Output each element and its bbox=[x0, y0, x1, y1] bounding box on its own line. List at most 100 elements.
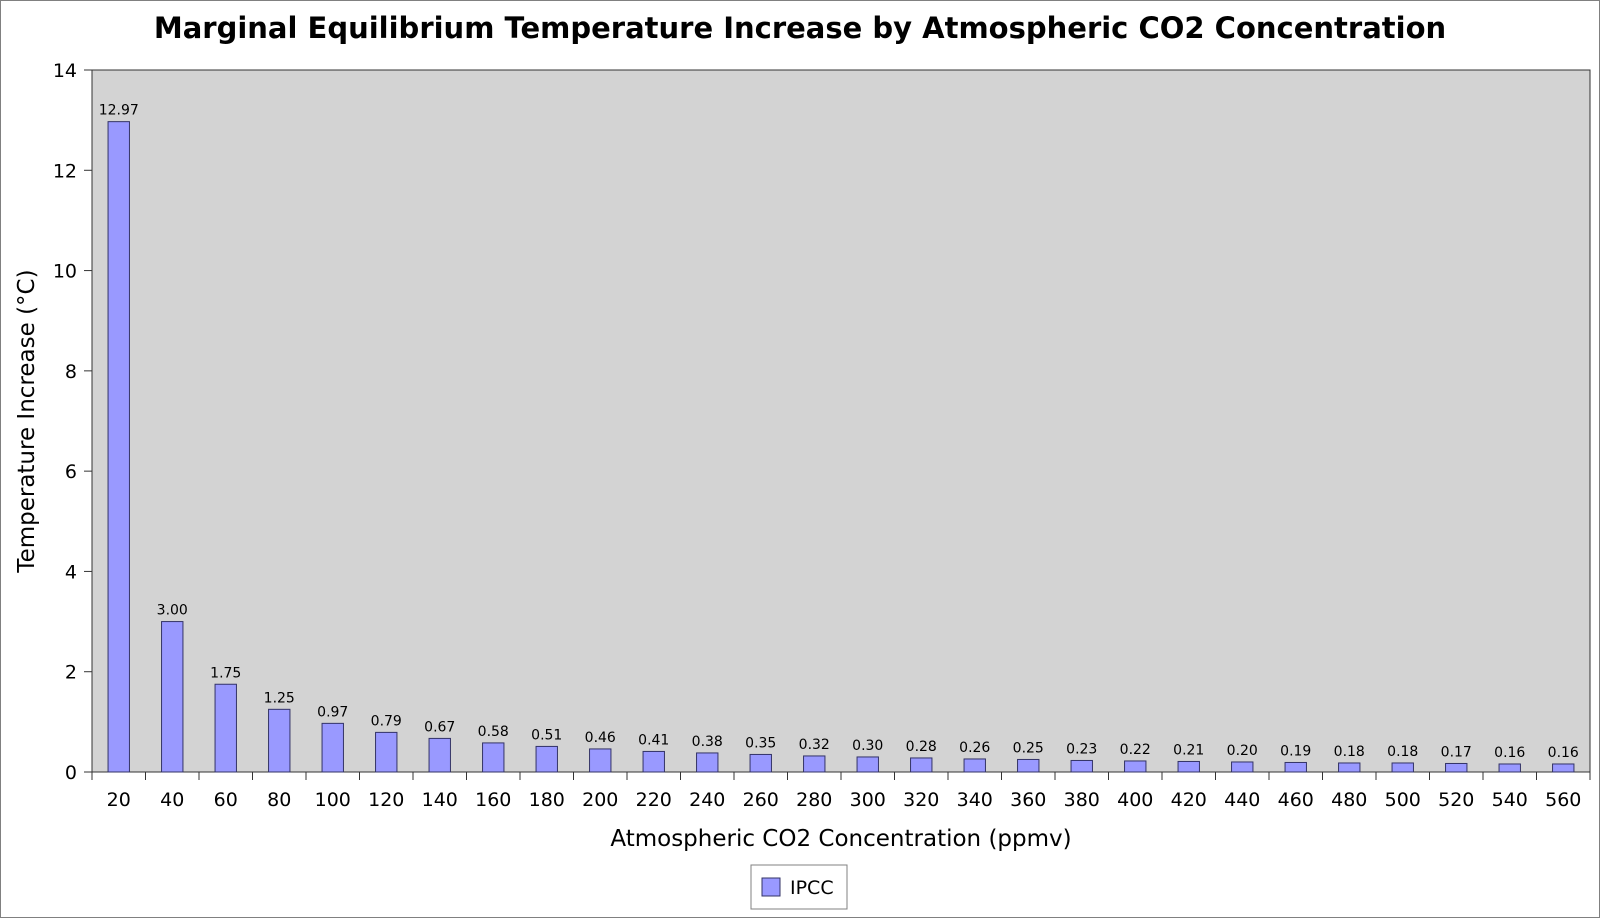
legend: IPCC bbox=[750, 864, 848, 910]
x-tick-label: 220 bbox=[636, 789, 672, 811]
x-tick-label: 440 bbox=[1224, 789, 1260, 811]
x-tick-label: 360 bbox=[1010, 789, 1046, 811]
bar bbox=[696, 752, 719, 773]
chart-title: Marginal Equilibrium Temperature Increas… bbox=[154, 11, 1446, 45]
y-tick-label: 10 bbox=[53, 261, 77, 283]
legend-label-ipcc: IPCC bbox=[790, 877, 834, 899]
bar bbox=[749, 753, 772, 773]
bar bbox=[1017, 758, 1040, 773]
x-tick-label: 200 bbox=[582, 789, 618, 811]
bar bbox=[1391, 762, 1414, 773]
x-axis: 20 40 60 80 100 120 140 160 180 200 220 240 260 280 30… bbox=[91, 771, 1591, 811]
bar bbox=[1338, 762, 1361, 773]
x-tick-label: 160 bbox=[475, 789, 511, 811]
x-tick-label: 40 bbox=[160, 789, 184, 811]
x-tick-label: 60 bbox=[214, 789, 238, 811]
bar bbox=[1498, 763, 1521, 773]
data-label: 0.32 bbox=[799, 737, 830, 753]
data-label: 0.35 bbox=[745, 735, 776, 751]
data-label: 0.26 bbox=[959, 740, 990, 756]
x-tick-label: 20 bbox=[107, 789, 131, 811]
data-label: 0.16 bbox=[1494, 745, 1525, 761]
bar bbox=[268, 708, 291, 773]
bar bbox=[375, 731, 398, 773]
x-tick-label: 420 bbox=[1171, 789, 1207, 811]
plot-area bbox=[91, 69, 1591, 773]
x-tick-label: 180 bbox=[529, 789, 565, 811]
data-label: 0.22 bbox=[1120, 742, 1151, 758]
data-label: 0.23 bbox=[1066, 741, 1097, 757]
x-tick-label: 320 bbox=[903, 789, 939, 811]
bar bbox=[1552, 763, 1575, 773]
data-label: 0.16 bbox=[1548, 745, 1579, 761]
data-label: 0.58 bbox=[478, 724, 509, 740]
bar bbox=[1177, 760, 1200, 773]
x-tick-label: 460 bbox=[1278, 789, 1314, 811]
bar bbox=[214, 683, 237, 773]
data-label: 0.21 bbox=[1173, 742, 1204, 758]
y-axis: 0 2 4 6 8 10 12 14 bbox=[53, 60, 93, 784]
bar bbox=[321, 722, 344, 773]
x-tick-label: 520 bbox=[1438, 789, 1474, 811]
bar bbox=[803, 755, 826, 773]
x-tick-label: 260 bbox=[743, 789, 779, 811]
data-label: 0.51 bbox=[531, 727, 562, 743]
x-tick-label: 560 bbox=[1545, 789, 1581, 811]
data-label: 0.67 bbox=[424, 719, 455, 735]
bar bbox=[535, 745, 558, 773]
x-tick-label: 300 bbox=[850, 789, 886, 811]
data-label: 0.46 bbox=[585, 730, 616, 746]
x-axis-title: Atmospheric CO2 Concentration (ppmv) bbox=[610, 826, 1071, 852]
x-tick-label: 340 bbox=[957, 789, 993, 811]
bar bbox=[589, 748, 612, 773]
y-tick-label: 8 bbox=[65, 361, 77, 383]
x-tick-label: 140 bbox=[422, 789, 458, 811]
x-tick-label: 400 bbox=[1117, 789, 1153, 811]
data-label: 0.97 bbox=[317, 704, 348, 720]
bar bbox=[1284, 761, 1307, 773]
data-label: 1.25 bbox=[264, 690, 295, 706]
data-label: 0.28 bbox=[906, 739, 937, 755]
data-label: 12.97 bbox=[99, 103, 139, 119]
x-tick-label: 540 bbox=[1492, 789, 1528, 811]
x-tick-label: 240 bbox=[689, 789, 725, 811]
bar bbox=[1231, 761, 1254, 773]
y-axis-title: Temperature Increase (°C) bbox=[14, 269, 40, 573]
data-label: 0.18 bbox=[1387, 744, 1418, 760]
y-tick-label: 6 bbox=[65, 461, 77, 483]
bar bbox=[1445, 762, 1468, 773]
bar bbox=[161, 621, 184, 773]
bar bbox=[428, 737, 451, 773]
y-tick-label: 4 bbox=[65, 561, 77, 583]
data-label: 0.41 bbox=[638, 732, 669, 748]
bar bbox=[910, 757, 933, 773]
data-label: 0.18 bbox=[1334, 744, 1365, 760]
x-tick-label: 120 bbox=[368, 789, 404, 811]
data-label: 0.19 bbox=[1280, 743, 1311, 759]
bar bbox=[482, 742, 505, 773]
bar bbox=[963, 758, 986, 773]
bar bbox=[642, 750, 665, 773]
bars-series-ipcc bbox=[107, 121, 1575, 773]
x-tick-label: 500 bbox=[1385, 789, 1421, 811]
x-tick-label: 280 bbox=[796, 789, 832, 811]
data-label: 3.00 bbox=[157, 603, 188, 619]
data-label: 0.79 bbox=[371, 713, 402, 729]
bar bbox=[107, 121, 130, 773]
y-tick-label: 0 bbox=[65, 762, 77, 784]
bar bbox=[1124, 760, 1147, 773]
x-tick-label: 480 bbox=[1331, 789, 1367, 811]
data-labels: 12.97 3.00 1.75 1.25 0.97 0.79 0.67 0.58 0.51 0.4… bbox=[99, 103, 1579, 761]
x-tick-label: 380 bbox=[1064, 789, 1100, 811]
data-label: 0.17 bbox=[1441, 744, 1472, 760]
bar bbox=[1070, 759, 1093, 773]
data-label: 0.38 bbox=[692, 734, 723, 750]
x-tick-label: 100 bbox=[315, 789, 351, 811]
bar bbox=[856, 756, 879, 773]
y-tick-label: 14 bbox=[53, 60, 77, 82]
data-label: 0.20 bbox=[1227, 743, 1258, 759]
data-label: 1.75 bbox=[210, 665, 241, 681]
data-label: 0.25 bbox=[1013, 740, 1044, 756]
y-tick-label: 12 bbox=[53, 160, 77, 182]
